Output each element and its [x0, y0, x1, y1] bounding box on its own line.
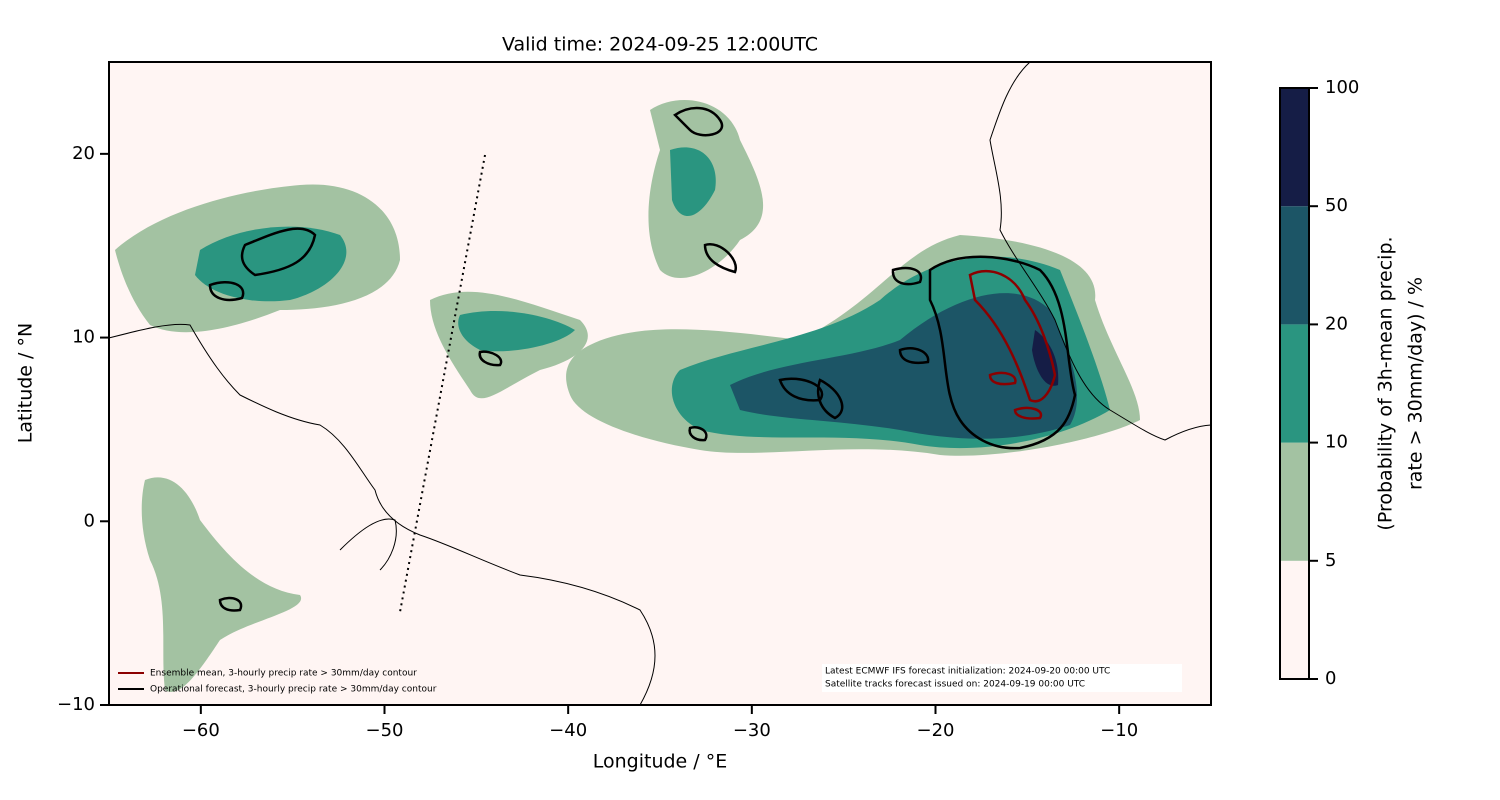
colorbar-tick-label: 0 [1325, 668, 1336, 689]
colorbar-segment [1280, 324, 1309, 443]
x-tick-label: −30 [733, 720, 771, 741]
x-axis-label: Longitude / °E [593, 751, 727, 773]
y-tick-label: 0 [84, 510, 95, 531]
x-tick-label: −40 [549, 720, 587, 741]
colorbar-tick-label: 100 [1325, 77, 1359, 98]
colorbar-label: (Probability of 3h-mean precip. [1375, 236, 1397, 530]
title: Valid time: 2024-09-25 12:00UTC [502, 34, 818, 56]
y-axis-label: Latitude / °N [15, 323, 37, 443]
map-frame [108, 61, 1212, 706]
x-tick-label: −50 [366, 720, 404, 741]
colorbar-tick-label: 50 [1325, 195, 1348, 216]
prob-50-100 [1032, 330, 1059, 386]
y-tick-label: 20 [72, 143, 95, 164]
colorbar-segment [1280, 560, 1309, 679]
info-box [822, 664, 1182, 692]
colorbar-frame [1279, 87, 1310, 680]
y-tick-label: 10 [72, 327, 95, 348]
coastline [109, 62, 1211, 705]
x-tick-label: −60 [182, 720, 220, 741]
prob-20-50 [730, 293, 1078, 439]
colorbar-tick-label: 20 [1325, 313, 1348, 334]
map-layer [109, 62, 1211, 705]
colorbar-segment [1280, 442, 1309, 561]
x-tick-label: −20 [917, 720, 955, 741]
operational-contours [208, 106, 1077, 612]
colorbar-tick-label: 10 [1325, 432, 1348, 453]
x-tick-label: −10 [1100, 720, 1138, 741]
y-tick-label: −10 [57, 694, 95, 715]
colorbar-segment [1280, 206, 1309, 325]
colorbar-tick-label: 5 [1325, 550, 1336, 571]
legend-label: Ensemble mean, 3-hourly precip rate > 30… [150, 669, 417, 679]
info-text: Satellite tracks forecast issued on: 202… [825, 680, 1085, 690]
ensemble-contours [968, 269, 1057, 420]
colorbar-segment [1280, 88, 1309, 207]
legend-label: Operational forecast, 3-hourly precip ra… [150, 685, 437, 695]
info-text: Latest ECMWF IFS forecast initialization… [825, 667, 1110, 677]
colorbar-label: rate > 30mm/day) / % [1405, 277, 1427, 490]
